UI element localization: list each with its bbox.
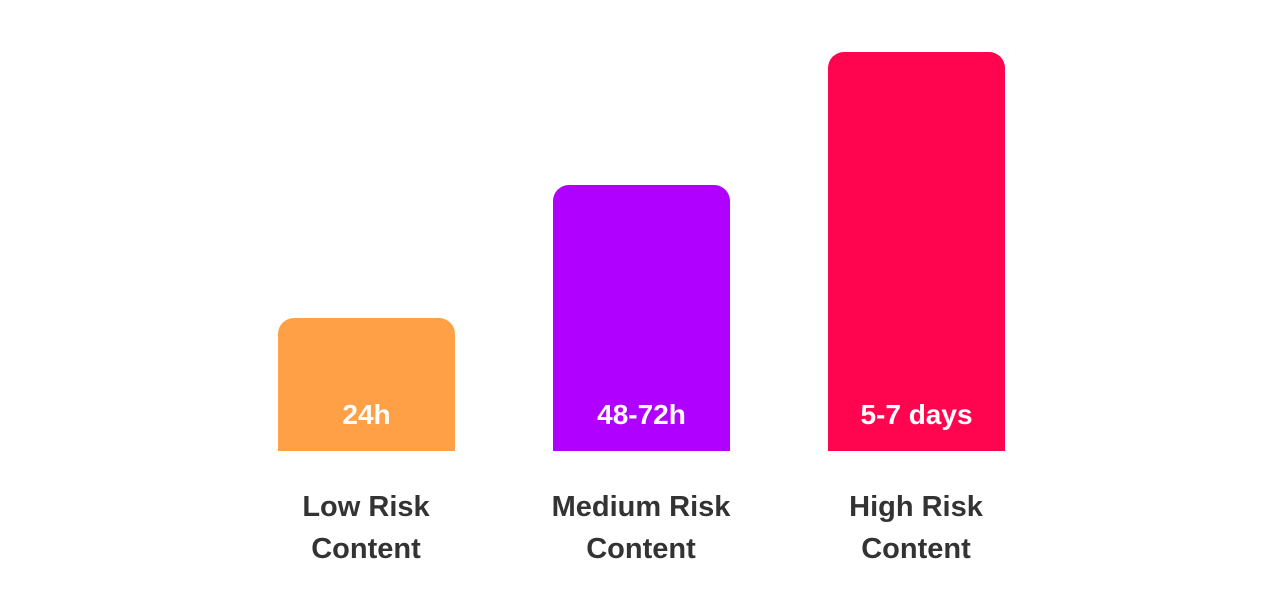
- bar: 48-72h: [553, 185, 730, 451]
- bar: 5-7 days: [828, 52, 1005, 451]
- bar-label: 5-7 days: [860, 399, 973, 430]
- bar: 24h: [278, 318, 455, 451]
- bar-label: 48-72h: [597, 399, 686, 430]
- bar-label: 24h: [342, 399, 391, 430]
- category-label: Medium Risk Content: [551, 491, 731, 565]
- category-label: High Risk Content: [849, 491, 983, 565]
- category-label: Low Risk Content: [302, 491, 430, 565]
